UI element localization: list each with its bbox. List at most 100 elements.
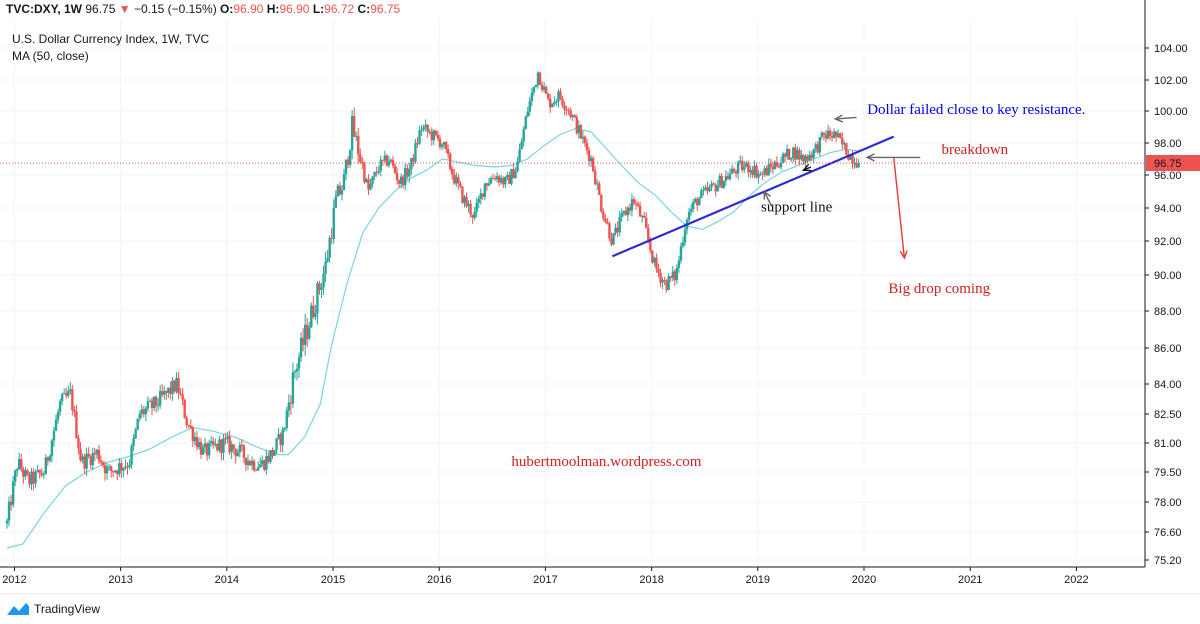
candle-body bbox=[477, 198, 480, 203]
candle-body bbox=[555, 101, 558, 103]
candle-body bbox=[463, 196, 466, 203]
candle-body bbox=[459, 183, 462, 187]
candle-body bbox=[46, 457, 50, 461]
x-tick-label: 2021 bbox=[958, 574, 982, 586]
candle-body bbox=[636, 203, 640, 206]
candle-body bbox=[269, 450, 272, 462]
annotation-text[interactable]: Dollar failed close to key resistance. bbox=[867, 102, 1085, 118]
candle-body bbox=[747, 163, 750, 173]
annotation-text[interactable]: hubertmoolman.wordpress.com bbox=[511, 454, 701, 470]
candle-body bbox=[340, 190, 344, 195]
candle-body bbox=[500, 178, 503, 183]
candle-body bbox=[700, 190, 703, 199]
candle-body bbox=[757, 173, 760, 178]
candle-body bbox=[181, 394, 184, 400]
candle-body bbox=[414, 143, 417, 162]
candle-body bbox=[569, 110, 572, 117]
candle-body bbox=[387, 161, 391, 166]
arrow-head-icon bbox=[899, 250, 908, 260]
annotation-arrow[interactable] bbox=[893, 157, 906, 259]
candle-body bbox=[73, 410, 76, 412]
candle-body bbox=[312, 305, 315, 317]
candle-body bbox=[222, 438, 225, 453]
candle-body bbox=[173, 380, 176, 392]
candle-body bbox=[689, 208, 693, 212]
candle-body bbox=[691, 201, 695, 209]
candle-body bbox=[804, 156, 807, 162]
annotation-arrow[interactable] bbox=[835, 116, 857, 120]
candle-body bbox=[749, 169, 752, 173]
candle-body bbox=[612, 233, 615, 245]
y-tick-label: 79.50 bbox=[1154, 467, 1182, 479]
candle-body bbox=[673, 271, 677, 281]
candle-body bbox=[542, 86, 546, 90]
symbol-label[interactable]: TVC:DXY, 1W bbox=[6, 2, 83, 16]
candle-body bbox=[136, 418, 139, 430]
candle-body bbox=[481, 193, 485, 197]
candle-body bbox=[493, 178, 497, 180]
candle-body bbox=[553, 101, 556, 104]
candle-body bbox=[30, 471, 33, 485]
candle-body bbox=[297, 357, 301, 369]
candle-body bbox=[712, 183, 715, 185]
candle-body bbox=[81, 456, 84, 461]
indicator-legend[interactable]: MA (50, close) bbox=[12, 49, 89, 63]
candle-body bbox=[20, 458, 23, 470]
candle-body bbox=[585, 143, 589, 151]
candle-body bbox=[201, 447, 205, 455]
annotation-arrow[interactable] bbox=[763, 191, 773, 207]
candle-body bbox=[426, 124, 429, 132]
candle-body bbox=[40, 473, 43, 476]
candle-body bbox=[479, 193, 483, 199]
candle-body bbox=[820, 132, 824, 137]
candle-body bbox=[651, 250, 654, 263]
candle-body bbox=[287, 402, 291, 411]
candle-body bbox=[244, 457, 248, 466]
candle-body bbox=[377, 170, 380, 173]
candle-body bbox=[679, 246, 683, 261]
candle-body bbox=[18, 458, 21, 470]
candle-body bbox=[540, 85, 544, 90]
y-tick-label: 98.00 bbox=[1154, 138, 1182, 150]
candle-body bbox=[544, 86, 548, 94]
candle-body bbox=[197, 442, 201, 448]
support-trend-line[interactable] bbox=[611, 135, 895, 258]
tradingview-logo-icon bbox=[7, 603, 29, 615]
candle-body bbox=[169, 387, 172, 394]
candle-body bbox=[830, 136, 834, 138]
candle-body bbox=[469, 203, 472, 215]
candle-body bbox=[199, 442, 203, 455]
annotation-text[interactable]: Big drop coming bbox=[888, 281, 990, 297]
candle-body bbox=[248, 460, 252, 466]
candle-body bbox=[195, 437, 199, 448]
candle-body bbox=[512, 169, 515, 179]
candle-body bbox=[598, 183, 601, 195]
candle-body bbox=[434, 130, 438, 135]
candle-body bbox=[551, 103, 554, 108]
annotation-text[interactable]: breakdown bbox=[942, 142, 1009, 158]
candle-body bbox=[763, 168, 766, 175]
low-label: L: bbox=[312, 2, 325, 16]
candles-layer bbox=[5, 71, 860, 529]
candle-body bbox=[796, 150, 799, 160]
candle-body bbox=[783, 153, 787, 157]
candle-body bbox=[828, 130, 832, 137]
candle-body bbox=[67, 390, 70, 396]
candle-body bbox=[428, 131, 431, 133]
candle-body bbox=[839, 133, 842, 138]
candle-body bbox=[771, 166, 775, 170]
annotation-text[interactable]: support line bbox=[761, 199, 833, 215]
candle-body bbox=[158, 391, 162, 406]
tradingview-brand[interactable]: TradingView bbox=[6, 599, 100, 619]
candle-body bbox=[283, 427, 286, 430]
candle-body bbox=[401, 176, 405, 186]
candle-body bbox=[822, 132, 826, 135]
candle-body bbox=[261, 460, 264, 465]
candle-body bbox=[800, 154, 803, 160]
axes-layer: 104.00 102.00 100.00 98.00 96.00 94.00 92.00 90… bbox=[0, 0, 1200, 595]
candle-body bbox=[256, 467, 260, 471]
candle-body bbox=[710, 183, 713, 188]
candle-body bbox=[7, 501, 11, 521]
candle-body bbox=[408, 169, 411, 177]
